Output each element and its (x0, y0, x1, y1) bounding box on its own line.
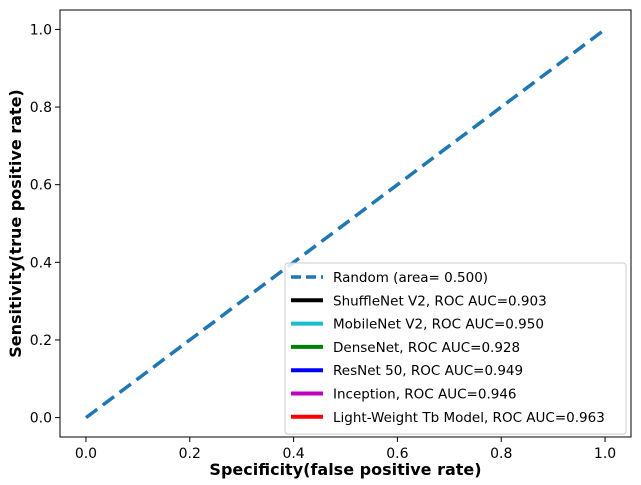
series-line-0 (84, 27, 607, 420)
y-tick-label: 1.0 (30, 22, 52, 38)
x-tick-label: 0.0 (75, 446, 97, 462)
y-tick-label: 0.8 (30, 100, 52, 116)
y-tick-label: 0.0 (30, 411, 52, 427)
y-tick-label: 0.4 (30, 255, 52, 271)
plot-frame (59, 9, 632, 438)
y-axis-label: Sensitivity(true positive rate) (6, 89, 25, 358)
x-axis-label: Specificity(false positive rate) (209, 460, 481, 479)
legend-label: Inception, ROC AUC=0.946 (333, 387, 517, 403)
y-tick-label: 0.2 (30, 333, 52, 349)
legend-label: ResNet 50, ROC AUC=0.949 (333, 363, 523, 379)
legend-label: ShuffleNet V2, ROC AUC=0.903 (333, 293, 547, 309)
legend: Random (area= 0.500) ShuffleNet V2, ROC A… (284, 262, 627, 435)
x-tick-label: 1.0 (594, 446, 616, 462)
series-layer (84, 27, 607, 420)
legend-label: Random (area= 0.500) (333, 270, 488, 286)
x-tick-label: 0.6 (386, 446, 408, 462)
x-tick-label: 0.2 (179, 446, 201, 462)
legend-label: Light-Weight Tb Model, ROC AUC=0.963 (333, 410, 605, 426)
x-tick-label: 0.8 (490, 446, 512, 462)
legend-label: MobileNet V2, ROC AUC=0.950 (333, 317, 544, 333)
x-tick-label: 0.4 (282, 446, 304, 462)
axis-layer: 0.0 0.2 0.4 0.6 0.8 1.0 0.0 0.2 0.4 0.6 0.8 1.0 (30, 22, 616, 462)
y-tick-label: 0.6 (30, 178, 52, 194)
legend-label: DenseNet, ROC AUC=0.928 (333, 340, 520, 356)
legend-box (284, 262, 627, 435)
